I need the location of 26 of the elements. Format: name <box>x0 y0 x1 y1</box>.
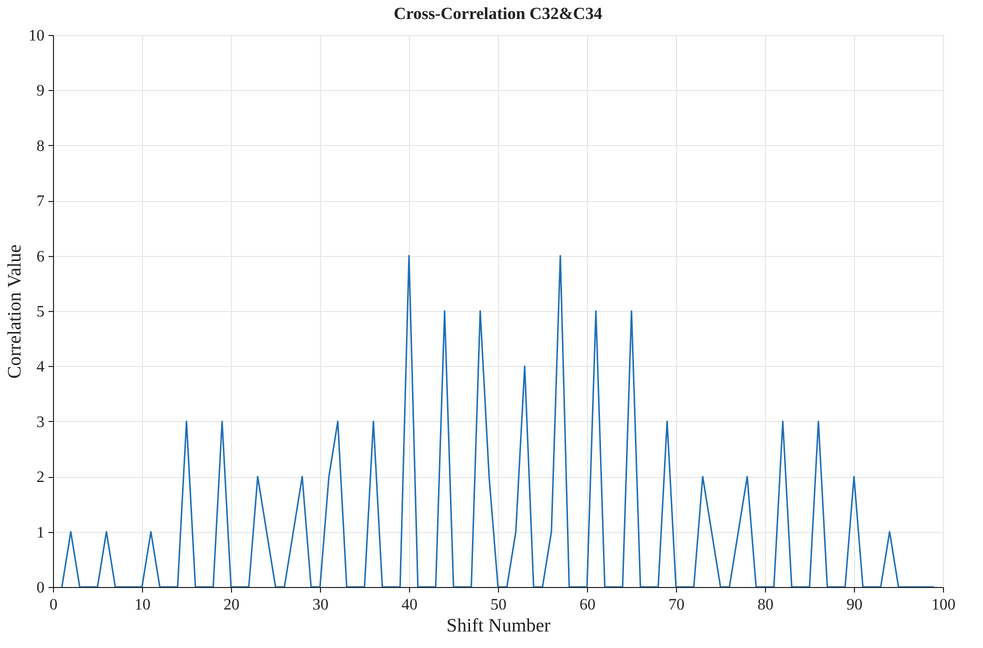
y-tick-label: 1 <box>36 524 44 542</box>
x-tick-label: 60 <box>580 596 596 614</box>
y-tick-label: 10 <box>28 28 44 44</box>
y-axis-title: Correlation Value <box>4 244 26 379</box>
x-tick-label: 40 <box>402 596 418 614</box>
x-tick-label: 0 <box>50 596 58 614</box>
y-tick-label: 7 <box>36 193 44 210</box>
y-tick-label: 6 <box>36 248 44 266</box>
y-tick-label: 3 <box>36 414 44 431</box>
x-tick-label: 80 <box>758 596 774 614</box>
y-tick-label: 8 <box>36 138 44 155</box>
x-tick-label: 10 <box>134 596 150 614</box>
y-tick-label: 4 <box>36 358 44 376</box>
x-tick-label: 50 <box>490 596 506 614</box>
y-tick-label: 0 <box>36 580 44 596</box>
x-axis-title: Shift Number <box>446 616 552 636</box>
line-series <box>61 255 935 587</box>
x-tick-label: 70 <box>668 596 684 614</box>
x-tick-label: 90 <box>846 596 862 614</box>
chart-title: Cross-Correlation C32&C34 <box>394 4 603 23</box>
y-tick-label: 9 <box>36 82 44 100</box>
y-tick-label: 2 <box>36 469 44 486</box>
y-tick-label: 5 <box>36 304 44 320</box>
x-tick-label: 100 <box>932 596 956 614</box>
x-tick-label: 30 <box>312 596 328 614</box>
x-tick-label: 20 <box>224 596 240 614</box>
